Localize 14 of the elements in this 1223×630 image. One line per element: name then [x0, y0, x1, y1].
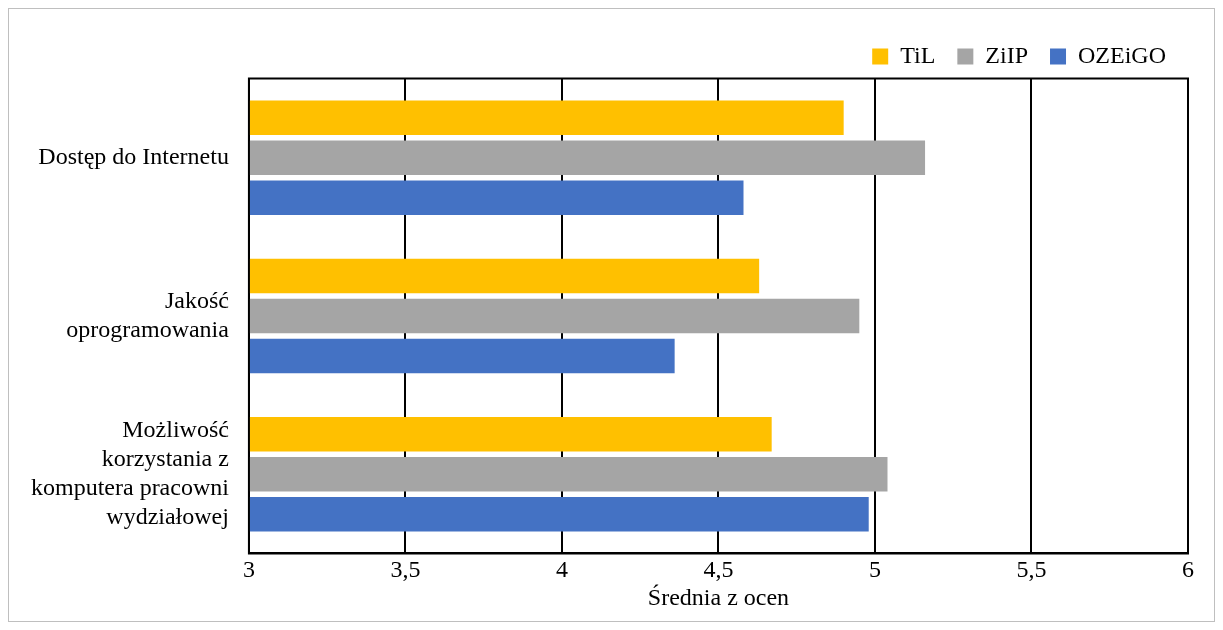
- y-tick-label: Dostęp do Internetu: [38, 143, 229, 170]
- x-tick-label: 5,5: [1016, 556, 1047, 583]
- x-tick-label: 4,5: [703, 556, 734, 583]
- y-tick-label: Jakość oprogramowania: [66, 286, 230, 342]
- y-tick-label: Możliwość korzystania z komputera pracowni wydziałowej: [30, 416, 230, 529]
- x-tick-label: 5: [868, 556, 881, 583]
- legend-label: OZEiGO: [1078, 41, 1166, 68]
- x-tick-label: 3: [242, 556, 255, 583]
- x-axis-title: Średnia z ocen: [647, 583, 790, 610]
- legend-label: TiL: [900, 41, 936, 68]
- x-tick-label: 6: [1182, 556, 1194, 583]
- legend-label: ZiIP: [985, 41, 1029, 68]
- x-tick-label: 3,5: [390, 556, 421, 583]
- x-tick-label: 4: [555, 556, 568, 583]
